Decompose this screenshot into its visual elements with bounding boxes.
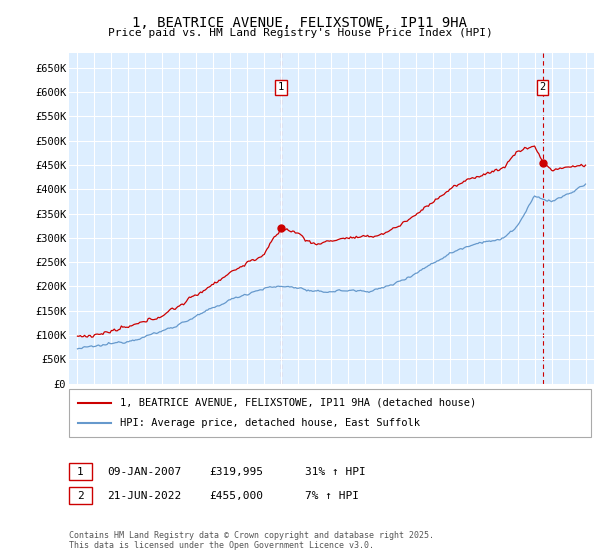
Text: 21-JUN-2022: 21-JUN-2022 xyxy=(107,491,181,501)
Text: 1: 1 xyxy=(77,466,84,477)
Text: £455,000: £455,000 xyxy=(209,491,263,501)
Text: 2: 2 xyxy=(77,491,84,501)
Text: Price paid vs. HM Land Registry's House Price Index (HPI): Price paid vs. HM Land Registry's House … xyxy=(107,28,493,38)
Text: £319,995: £319,995 xyxy=(209,466,263,477)
Text: 1, BEATRICE AVENUE, FELIXSTOWE, IP11 9HA: 1, BEATRICE AVENUE, FELIXSTOWE, IP11 9HA xyxy=(133,16,467,30)
Text: Contains HM Land Registry data © Crown copyright and database right 2025.
This d: Contains HM Land Registry data © Crown c… xyxy=(69,530,434,550)
Text: 1, BEATRICE AVENUE, FELIXSTOWE, IP11 9HA (detached house): 1, BEATRICE AVENUE, FELIXSTOWE, IP11 9HA… xyxy=(120,398,476,408)
Text: 09-JAN-2007: 09-JAN-2007 xyxy=(107,466,181,477)
Text: 31% ↑ HPI: 31% ↑ HPI xyxy=(305,466,365,477)
Text: 2: 2 xyxy=(539,82,546,92)
Text: 1: 1 xyxy=(278,82,284,92)
Text: HPI: Average price, detached house, East Suffolk: HPI: Average price, detached house, East… xyxy=(120,418,420,428)
Text: 7% ↑ HPI: 7% ↑ HPI xyxy=(305,491,359,501)
